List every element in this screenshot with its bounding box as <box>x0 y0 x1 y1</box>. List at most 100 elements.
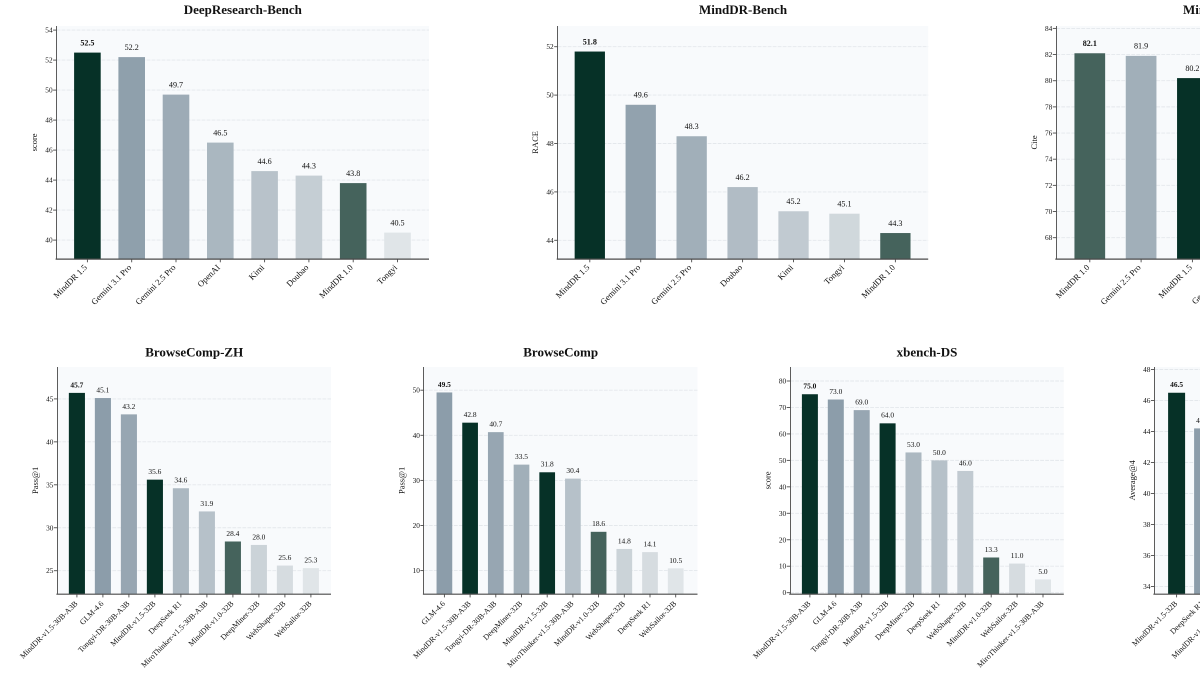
svg-text:50: 50 <box>45 86 53 95</box>
svg-text:38: 38 <box>1143 520 1151 529</box>
svg-text:69.0: 69.0 <box>855 398 868 407</box>
svg-text:45.1: 45.1 <box>96 385 109 394</box>
svg-text:73.0: 73.0 <box>829 387 842 396</box>
svg-text:50.0: 50.0 <box>933 448 946 457</box>
svg-text:82: 82 <box>1045 50 1053 59</box>
svg-text:60: 60 <box>779 429 787 438</box>
svg-text:46.5: 46.5 <box>1170 380 1183 389</box>
svg-text:20: 20 <box>779 535 787 544</box>
svg-text:35.6: 35.6 <box>148 467 161 476</box>
svg-text:44.3: 44.3 <box>888 219 902 228</box>
svg-text:33.5: 33.5 <box>515 452 528 461</box>
svg-text:30: 30 <box>779 509 787 518</box>
svg-text:28.4: 28.4 <box>226 529 239 538</box>
svg-text:45.1: 45.1 <box>837 199 851 208</box>
svg-text:52.5: 52.5 <box>80 38 94 47</box>
svg-text:44: 44 <box>1143 427 1151 436</box>
svg-text:30.4: 30.4 <box>566 466 579 475</box>
svg-text:50: 50 <box>779 456 787 465</box>
svg-text:49.7: 49.7 <box>169 80 183 89</box>
svg-text:49.6: 49.6 <box>634 91 648 100</box>
svg-text:76: 76 <box>1045 129 1053 138</box>
svg-text:52.2: 52.2 <box>125 43 139 52</box>
svg-text:49.5: 49.5 <box>438 380 451 389</box>
svg-text:44: 44 <box>546 236 554 245</box>
svg-text:48: 48 <box>546 139 554 148</box>
svg-text:DeepResearch-Bench: DeepResearch-Bench <box>184 2 303 17</box>
svg-text:34: 34 <box>1143 582 1151 591</box>
svg-text:31.8: 31.8 <box>541 460 554 469</box>
svg-text:53.0: 53.0 <box>907 440 920 449</box>
svg-text:84: 84 <box>1045 24 1053 33</box>
svg-text:45.2: 45.2 <box>786 197 800 206</box>
svg-text:48: 48 <box>45 116 53 125</box>
svg-text:52: 52 <box>546 42 554 51</box>
svg-text:Pass@1: Pass@1 <box>396 467 406 494</box>
svg-text:40: 40 <box>1143 489 1151 498</box>
svg-text:80: 80 <box>1045 76 1053 85</box>
svg-text:78: 78 <box>1045 102 1053 111</box>
svg-text:31.9: 31.9 <box>200 499 213 508</box>
svg-text:75.0: 75.0 <box>803 382 816 391</box>
svg-text:RACE: RACE <box>530 131 540 154</box>
svg-text:68: 68 <box>1045 233 1053 242</box>
svg-text:44.6: 44.6 <box>258 157 272 166</box>
svg-text:44: 44 <box>45 176 53 185</box>
svg-text:43.8: 43.8 <box>346 169 360 178</box>
svg-text:52: 52 <box>45 56 53 65</box>
svg-text:46: 46 <box>45 146 53 155</box>
svg-text:score: score <box>29 133 39 151</box>
svg-text:18.6: 18.6 <box>592 519 605 528</box>
svg-text:10: 10 <box>779 562 787 571</box>
svg-text:MindDR-Bench: MindDR-Bench <box>699 2 788 17</box>
svg-text:82.1: 82.1 <box>1083 39 1097 48</box>
svg-text:10.5: 10.5 <box>669 556 682 565</box>
svg-text:48: 48 <box>1143 365 1151 374</box>
svg-text:13.3: 13.3 <box>985 545 998 554</box>
svg-text:0: 0 <box>783 588 787 597</box>
svg-text:35: 35 <box>46 480 54 489</box>
svg-text:46.0: 46.0 <box>959 458 972 467</box>
svg-text:44.3: 44.3 <box>302 161 316 170</box>
svg-text:45.7: 45.7 <box>70 380 83 389</box>
svg-text:Pass@1: Pass@1 <box>30 467 40 494</box>
svg-text:54: 54 <box>45 26 53 35</box>
svg-text:46.5: 46.5 <box>213 128 227 137</box>
svg-text:51.8: 51.8 <box>583 37 597 46</box>
svg-text:42: 42 <box>45 206 53 215</box>
svg-text:30: 30 <box>46 523 54 532</box>
svg-text:64.0: 64.0 <box>881 411 894 420</box>
svg-text:BrowseComp-ZH: BrowseComp-ZH <box>145 345 243 360</box>
svg-text:40: 40 <box>779 482 787 491</box>
svg-text:14.8: 14.8 <box>618 536 631 545</box>
svg-text:MindDR-Bench: MindDR-Bench <box>1183 2 1200 17</box>
svg-text:xbench-DS: xbench-DS <box>897 345 958 360</box>
svg-text:46.2: 46.2 <box>736 173 750 182</box>
svg-text:14.1: 14.1 <box>644 540 657 549</box>
svg-text:28.0: 28.0 <box>252 532 265 541</box>
svg-text:46: 46 <box>546 187 554 196</box>
svg-text:50: 50 <box>413 386 421 395</box>
svg-text:34.6: 34.6 <box>174 476 187 485</box>
svg-text:81.9: 81.9 <box>1134 42 1148 51</box>
svg-text:40: 40 <box>46 437 54 446</box>
svg-text:BrowseComp: BrowseComp <box>523 345 598 360</box>
svg-text:44.2: 44.2 <box>1196 416 1200 425</box>
svg-text:40: 40 <box>413 431 421 440</box>
svg-text:25.3: 25.3 <box>304 556 317 565</box>
svg-text:20: 20 <box>413 521 421 530</box>
svg-text:11.0: 11.0 <box>1011 551 1024 560</box>
svg-text:40.7: 40.7 <box>489 420 502 429</box>
svg-text:46: 46 <box>1143 396 1151 405</box>
svg-text:70: 70 <box>1045 207 1053 216</box>
svg-text:25: 25 <box>46 566 54 575</box>
svg-text:Ge: Ge <box>1190 292 1200 306</box>
svg-text:80: 80 <box>779 377 787 386</box>
svg-text:50: 50 <box>546 91 554 100</box>
svg-text:30: 30 <box>413 476 421 485</box>
svg-text:74: 74 <box>1045 155 1053 164</box>
svg-text:72: 72 <box>1045 181 1053 190</box>
svg-text:Cite: Cite <box>1029 135 1039 149</box>
svg-text:36: 36 <box>1143 551 1151 560</box>
svg-text:48.3: 48.3 <box>685 122 699 131</box>
